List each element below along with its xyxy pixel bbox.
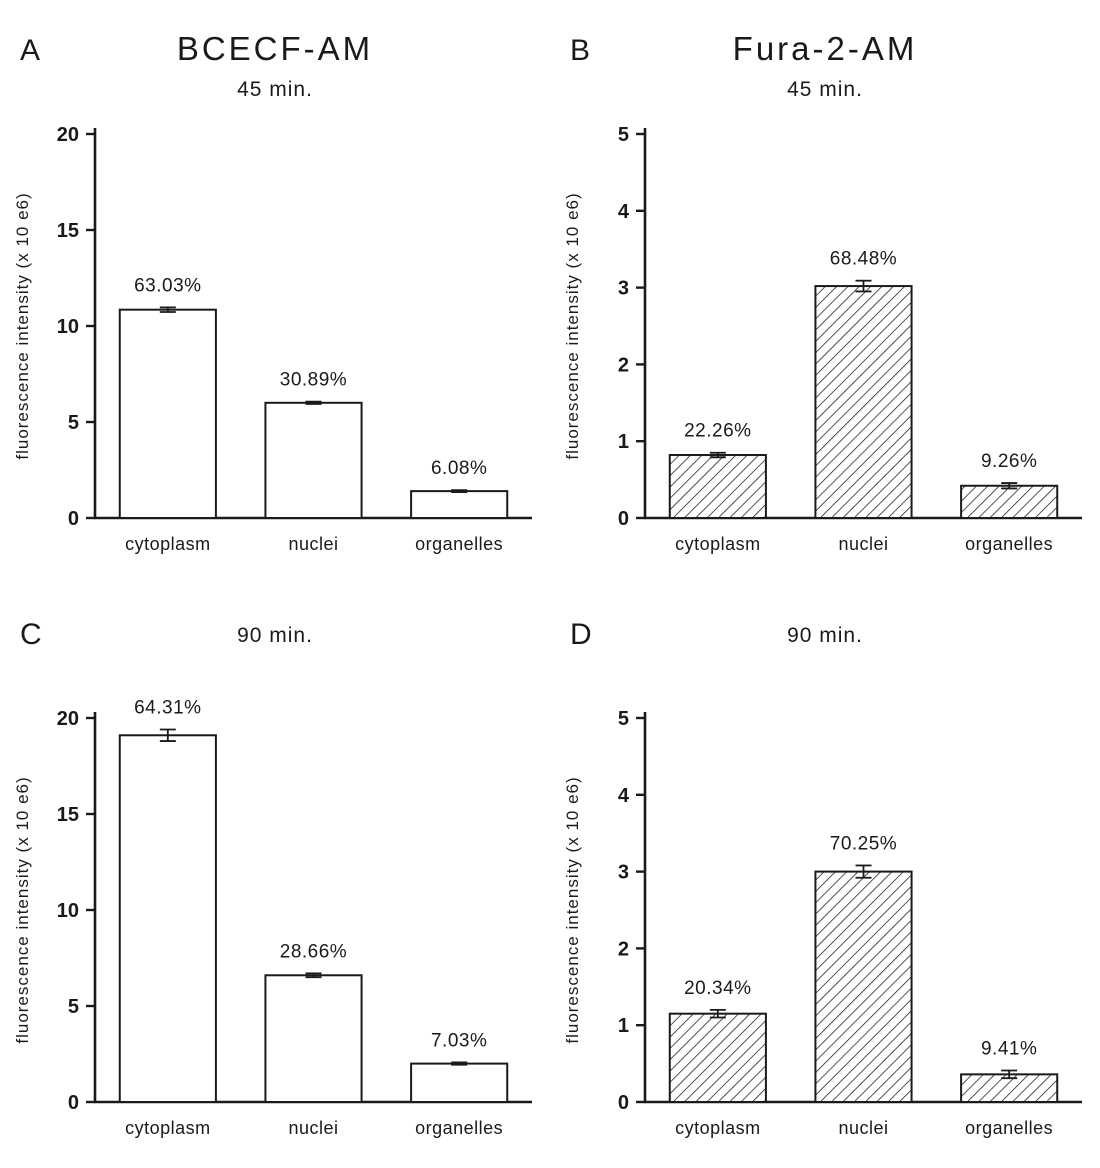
panel-d-letter: D xyxy=(570,618,593,651)
panel-b-subtitle: 45 min. xyxy=(787,78,863,101)
x-tick-label: nuclei xyxy=(838,1118,888,1138)
y-tick-label: 2 xyxy=(618,354,629,376)
panel-d-header: D 90 min. xyxy=(550,584,1100,704)
y-axis-title: fluorescence intensity (x 10 e6) xyxy=(563,776,582,1043)
panel-b: B Fura-2-AM 45 min. 0 1 2 3 4 5 fluorescence i… xyxy=(550,0,1100,584)
y-tick-label: 10 xyxy=(57,316,79,338)
y-axis-title: fluorescence intensity (x 10 e6) xyxy=(13,776,32,1043)
y-tick-label: 1 xyxy=(618,1015,629,1037)
bar-value-label: 20.34% xyxy=(684,978,751,999)
y-tick-label: 0 xyxy=(618,508,629,530)
y-tick-label: 0 xyxy=(68,1092,79,1114)
panel-c-letter: C xyxy=(20,618,43,651)
y-tick-label: 2 xyxy=(618,938,629,960)
y-tick-label: 0 xyxy=(68,508,79,530)
panel-a-header: A BCECF-AM 45 min. xyxy=(0,0,550,120)
bar-organelles xyxy=(410,1062,509,1104)
bar-value-label: 7.03% xyxy=(431,1030,487,1051)
y-tick-label: 1 xyxy=(618,431,629,453)
panel-a-letter: A xyxy=(20,34,42,67)
panel-c-header: C 90 min. xyxy=(0,584,550,704)
bar-value-label: 9.41% xyxy=(981,1039,1037,1060)
bar-nuclei xyxy=(264,974,363,1103)
y-axis-title: fluorescence intensity (x 10 e6) xyxy=(563,192,582,459)
bar-cytoplasm xyxy=(668,1012,767,1103)
x-tick-label: cytoplasm xyxy=(125,534,211,554)
y-tick-label: 5 xyxy=(618,124,629,146)
bar-nuclei xyxy=(814,285,913,519)
bar-value-label: 30.89% xyxy=(280,370,347,391)
y-tick-label: 10 xyxy=(57,900,79,922)
bar-value-label: 64.31% xyxy=(134,698,201,719)
bar-nuclei xyxy=(264,401,363,519)
bar-organelles xyxy=(960,1073,1059,1103)
bar-cytoplasm xyxy=(668,454,767,519)
bar-value-label: 9.26% xyxy=(981,451,1037,472)
y-tick-label: 5 xyxy=(618,708,629,730)
y-tick-label: 5 xyxy=(68,996,79,1018)
y-tick-label: 4 xyxy=(618,785,630,807)
x-tick-label: organelles xyxy=(415,1118,503,1138)
bar-cytoplasm xyxy=(118,308,217,519)
bar-value-label: 28.66% xyxy=(280,941,347,962)
bar-cytoplasm xyxy=(118,734,217,1104)
x-tick-label: nuclei xyxy=(288,1118,338,1138)
panel-d-bar-chart: 0 1 2 3 4 5 fluorescence intensity (x 10 e6) 20… xyxy=(563,708,1082,1138)
x-tick-label: cytoplasm xyxy=(675,1118,761,1138)
bar-nuclei xyxy=(814,870,913,1103)
x-tick-label: cytoplasm xyxy=(675,534,761,554)
y-tick-label: 4 xyxy=(618,201,630,223)
y-tick-label: 5 xyxy=(68,412,79,434)
bar-organelles xyxy=(410,490,509,519)
y-axis-title: fluorescence intensity (x 10 e6) xyxy=(13,192,32,459)
y-tick-label: 0 xyxy=(618,1092,629,1114)
y-tick-label: 15 xyxy=(57,804,79,826)
x-tick-label: organelles xyxy=(415,534,503,554)
y-tick-label: 3 xyxy=(618,862,629,884)
panel-c-bar-chart: 0 5 10 15 20 fluorescence intensity (x 10 e6)… xyxy=(13,698,532,1138)
bar-value-label: 70.25% xyxy=(830,833,897,854)
x-tick-label: cytoplasm xyxy=(125,1118,211,1138)
bar-value-label: 68.48% xyxy=(830,249,897,270)
y-tick-label: 20 xyxy=(57,124,79,146)
x-tick-label: nuclei xyxy=(288,534,338,554)
y-tick-label: 3 xyxy=(618,278,629,300)
bar-organelles xyxy=(960,484,1059,519)
x-tick-label: organelles xyxy=(965,534,1053,554)
panel-d-subtitle: 90 min. xyxy=(787,624,863,647)
panel-a-subtitle: 45 min. xyxy=(237,78,313,101)
bar-value-label: 6.08% xyxy=(431,458,487,479)
bar-value-label: 22.26% xyxy=(684,421,751,442)
x-tick-label: organelles xyxy=(965,1118,1053,1138)
x-tick-label: nuclei xyxy=(838,534,888,554)
panel-b-letter: B xyxy=(570,34,592,67)
y-tick-label: 15 xyxy=(57,220,79,242)
panel-a-bar-chart: 0 5 10 15 20 fluorescence intensity (x 10 e6)… xyxy=(13,124,532,554)
panel-c: C 90 min. 0 5 10 15 20 fluorescence intensity… xyxy=(0,584,550,1168)
panel-a-title: BCECF-AM xyxy=(176,30,374,67)
panel-a: A BCECF-AM 45 min. 0 5 10 15 20 fluorescence … xyxy=(0,0,550,584)
panel-b-title: Fura-2-AM xyxy=(732,30,918,67)
panel-c-subtitle: 90 min. xyxy=(237,624,313,647)
bar-value-label: 63.03% xyxy=(134,275,201,296)
panel-d: D 90 min. 0 1 2 3 4 5 fluorescence intensity (… xyxy=(550,584,1100,1168)
panel-b-header: B Fura-2-AM 45 min. xyxy=(550,0,1100,120)
y-tick-label: 20 xyxy=(57,708,79,730)
panel-b-bar-chart: 0 1 2 3 4 5 fluorescence intensity (x 10 e6) 22… xyxy=(563,124,1082,554)
